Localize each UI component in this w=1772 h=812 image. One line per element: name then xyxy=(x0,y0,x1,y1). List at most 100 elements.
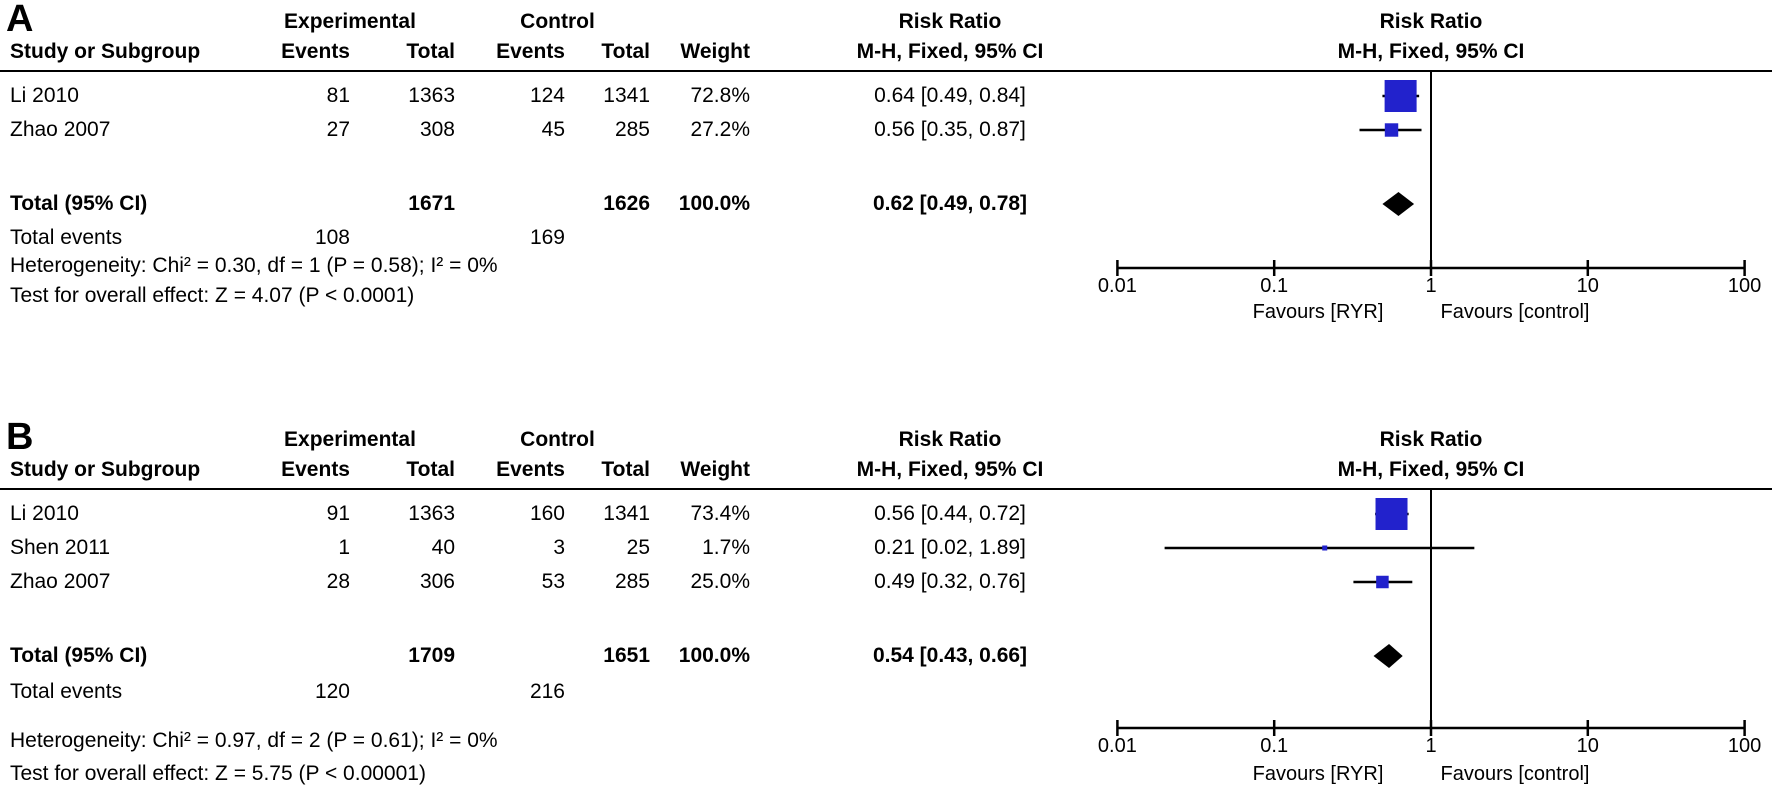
total-ctrl-column-header: Total xyxy=(601,458,650,481)
axis-tick-label: 0.1 xyxy=(1260,275,1288,297)
axis-tick-label: 0.01 xyxy=(1098,735,1137,757)
total-exp: 306 xyxy=(419,570,455,593)
study-column-header: Study or Subgroup xyxy=(10,40,201,63)
panel-a-letter: A xyxy=(6,0,34,40)
heterogeneity-line: Heterogeneity: Chi² = 0.97, df = 2 (P = … xyxy=(10,729,498,752)
total-exp-column-header: Total xyxy=(406,458,455,481)
axis-tick-label: 10 xyxy=(1577,275,1599,297)
rr-ci-text: 0.64 [0.49, 0.84] xyxy=(874,84,1026,107)
events-ctrl-column-header: Events xyxy=(496,458,565,481)
total-ctrl: 285 xyxy=(614,570,650,593)
method-plot-header: M-H, Fixed, 95% CI xyxy=(1337,458,1525,481)
weight: 1.7% xyxy=(702,536,750,559)
weight: 73.4% xyxy=(690,502,750,525)
favours-right-label: Favours [control] xyxy=(1441,301,1590,323)
events-ctrl-column-header: Events xyxy=(496,40,565,63)
rr-ci-text: 0.56 [0.35, 0.87] xyxy=(874,118,1026,141)
study-row: Li 2010 91 1363 160 1341 73.4% 0.56 [0.4… xyxy=(0,500,1772,528)
risk-ratio-text-header: Risk Ratio xyxy=(898,10,1002,33)
favours-right-label: Favours [control] xyxy=(1441,763,1590,785)
weight-column-header: Weight xyxy=(680,40,750,63)
total-exp: 40 xyxy=(431,536,455,559)
rr-ci-text: 0.21 [0.02, 1.89] xyxy=(874,536,1026,559)
column-header-row: Study or Subgroup Events Total Events To… xyxy=(0,456,1772,484)
study-row: Shen 2011 1 40 3 25 1.7% 0.21 [0.02, 1.8… xyxy=(0,534,1772,562)
panel-a: A Experimental Control Risk Ratio Risk R… xyxy=(0,0,1772,332)
events-ctrl: 53 xyxy=(541,570,565,593)
total-events-label: Total events xyxy=(10,226,123,249)
total-ctrl: 25 xyxy=(626,536,650,559)
total-exp: 308 xyxy=(419,118,455,141)
weight: 25.0% xyxy=(690,570,750,593)
total-exp: 1363 xyxy=(408,502,455,525)
control-group-header: Control xyxy=(520,10,595,33)
study-column-header: Study or Subgroup xyxy=(10,458,201,481)
risk-ratio-text-header: Risk Ratio xyxy=(898,428,1002,451)
total-label: Total (95% CI) xyxy=(10,192,148,215)
weight: 72.8% xyxy=(690,84,750,107)
total-exp-column-header: Total xyxy=(406,40,455,63)
total-events-label: Total events xyxy=(10,680,123,703)
events-exp-column-header: Events xyxy=(281,458,350,481)
study-name: Zhao 2007 xyxy=(10,118,111,141)
heterogeneity-line: Heterogeneity: Chi² = 0.30, df = 1 (P = … xyxy=(10,254,498,277)
study-marker xyxy=(1384,80,1417,112)
study-marker xyxy=(1376,575,1389,589)
study-name: Li 2010 xyxy=(10,502,79,525)
events-exp: 28 xyxy=(326,570,350,593)
total-ctrl: 1341 xyxy=(603,84,650,107)
total-weight: 100.0% xyxy=(678,644,750,667)
forest-plot-b: 0.01 0.1 1 10 100 Favours [RYR] Favours [contr… xyxy=(1098,488,1761,785)
study-row: Li 2010 81 1363 124 1341 72.8% 0.64 [0.4… xyxy=(0,82,1772,110)
axis-tick-label: 100 xyxy=(1728,735,1761,757)
total-rr-ci-text: 0.62 [0.49, 0.78] xyxy=(872,192,1028,215)
axis-tick-label: 100 xyxy=(1728,275,1761,297)
events-ctrl: 160 xyxy=(529,502,565,525)
method-text-header: M-H, Fixed, 95% CI xyxy=(856,40,1044,63)
total-row: Total (95% CI) 1709 1651 100.0% 0.54 [0.… xyxy=(0,642,1772,670)
axis-tick-label: 1 xyxy=(1425,275,1436,297)
experimental-group-header: Experimental xyxy=(284,10,416,33)
study-marker xyxy=(1375,498,1408,530)
total-ctrl: 285 xyxy=(614,118,650,141)
events-exp: 81 xyxy=(326,84,350,107)
panel-b: B Experimental Control Risk Ratio Risk R… xyxy=(0,418,1772,812)
group-header-row: Experimental Control Risk Ratio Risk Rat… xyxy=(0,426,1772,454)
total-ctrl-column-header: Total xyxy=(601,40,650,63)
study-row: Zhao 2007 27 308 45 285 27.2% 0.56 [0.35… xyxy=(0,116,1772,144)
total-exp-sum: 1709 xyxy=(408,644,455,667)
header-rule xyxy=(0,488,1772,490)
total-events-ctrl: 169 xyxy=(529,226,565,249)
total-row: Total (95% CI) 1671 1626 100.0% 0.62 [0.… xyxy=(0,190,1772,218)
control-group-header: Control xyxy=(520,428,595,451)
total-rr-ci-text: 0.54 [0.43, 0.66] xyxy=(872,644,1028,667)
total-exp: 1363 xyxy=(408,84,455,107)
risk-ratio-plot-header: Risk Ratio xyxy=(1379,10,1483,33)
forest-plot-a: 0.01 0.1 1 10 100 Favours [RYR] Favours [contr… xyxy=(1098,72,1761,323)
events-exp: 27 xyxy=(326,118,350,141)
total-ctrl-sum: 1651 xyxy=(603,644,650,667)
total-ctrl: 1341 xyxy=(603,502,650,525)
events-ctrl: 124 xyxy=(529,84,565,107)
axis-tick-label: 0.01 xyxy=(1098,275,1137,297)
weight: 27.2% xyxy=(690,118,750,141)
favours-left-label: Favours [RYR] xyxy=(1253,763,1384,785)
method-text-header: M-H, Fixed, 95% CI xyxy=(856,458,1044,481)
events-exp: 91 xyxy=(326,502,350,525)
overall-effect-line: Test for overall effect: Z = 4.07 (P < 0… xyxy=(10,284,415,307)
total-exp-sum: 1671 xyxy=(408,192,455,215)
rr-ci-text: 0.49 [0.32, 0.76] xyxy=(874,570,1026,593)
total-label: Total (95% CI) xyxy=(10,644,148,667)
header-rule xyxy=(0,70,1772,72)
study-name: Shen 2011 xyxy=(10,536,111,559)
total-events-row: Total events 120 216 xyxy=(0,678,1772,706)
axis-tick-label: 1 xyxy=(1425,735,1436,757)
study-row: Zhao 2007 28 306 53 285 25.0% 0.49 [0.32… xyxy=(0,568,1772,596)
total-events-ctrl: 216 xyxy=(529,680,565,703)
study-name: Zhao 2007 xyxy=(10,570,111,593)
column-header-row: Study or Subgroup Events Total Events To… xyxy=(0,38,1772,66)
study-name: Li 2010 xyxy=(10,84,79,107)
panel-b-letter: B xyxy=(6,416,34,458)
experimental-group-header: Experimental xyxy=(284,428,416,451)
